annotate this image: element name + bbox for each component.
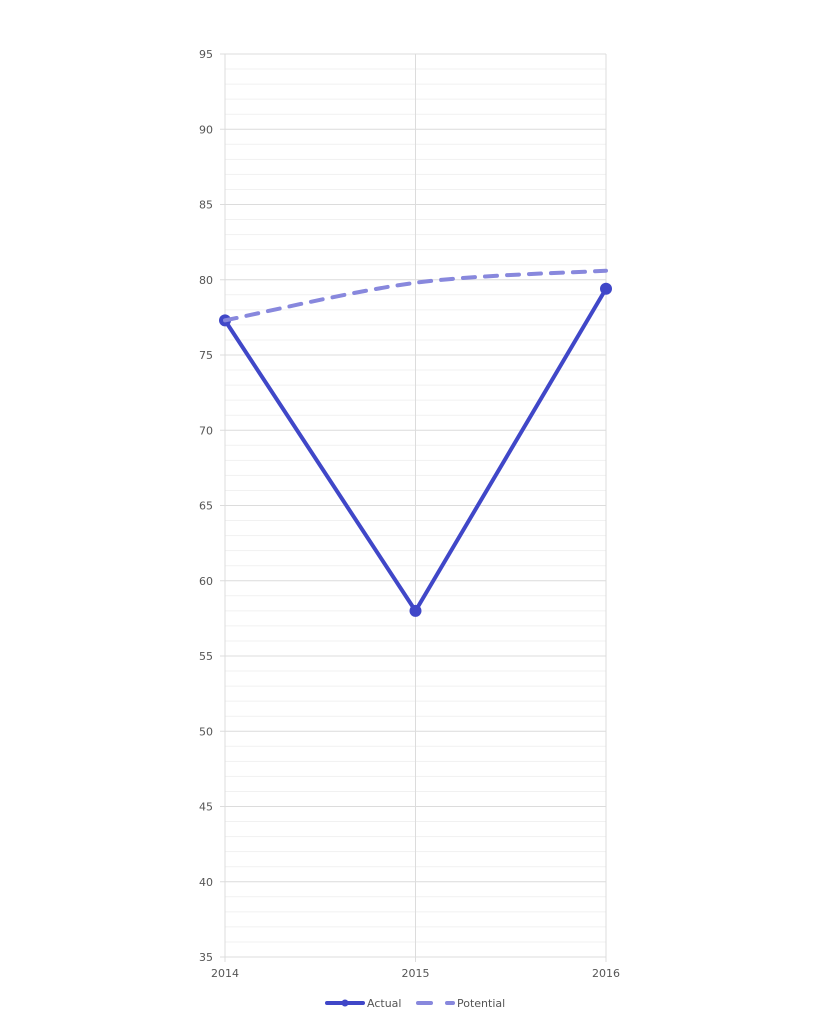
y-tick-label: 85 — [199, 199, 213, 212]
y-tick-label: 95 — [199, 48, 213, 61]
y-tick-label: 45 — [199, 801, 213, 814]
y-tick-label: 75 — [199, 349, 213, 362]
y-tick-label: 90 — [199, 123, 213, 136]
y-tick-label: 65 — [199, 500, 213, 513]
y-tick-label: 55 — [199, 650, 213, 663]
legend[interactable]: Actual Potential — [325, 997, 505, 1010]
y-tick-label: 40 — [199, 876, 213, 889]
legend-label-potential: Potential — [457, 997, 505, 1010]
data-point-actual — [409, 604, 422, 617]
y-tick-label: 50 — [199, 725, 213, 738]
x-tick-label: 2014 — [211, 967, 239, 980]
series-line-potential — [223, 268, 608, 323]
x-tick-label: 2016 — [592, 967, 620, 980]
y-tick-label: 35 — [199, 951, 213, 964]
y-tick-label: 60 — [199, 575, 213, 588]
x-tick-label: 2015 — [402, 967, 430, 980]
legend-label-actual: Actual — [367, 997, 401, 1010]
y-tick-label: 80 — [199, 274, 213, 287]
legend-marker-actual — [341, 999, 349, 1007]
data-point-actual — [600, 282, 612, 295]
y-tick-label: 70 — [199, 424, 213, 437]
series-layer — [219, 268, 612, 617]
gridlines — [224, 53, 607, 962]
axes: 2014 2015 2016 35 40 45 50 55 60 65 70 75 80 85 90 95 — [199, 48, 620, 980]
